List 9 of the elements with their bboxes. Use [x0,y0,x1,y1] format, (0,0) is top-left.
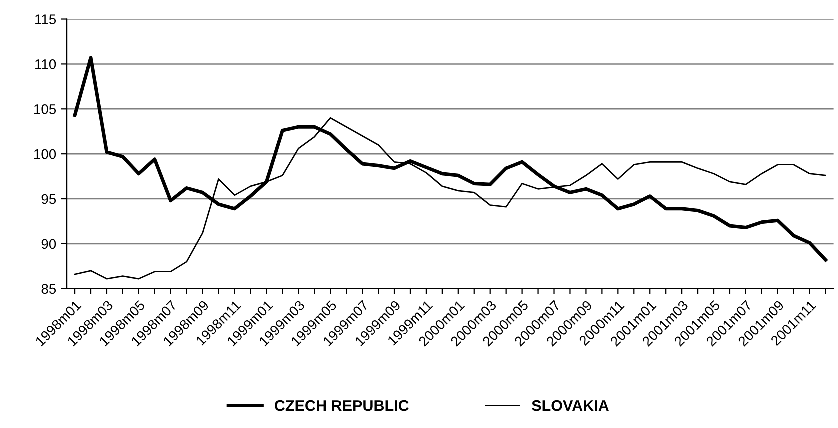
y-tick-label: 90 [42,239,56,250]
y-tick-label: 95 [42,194,56,204]
y-tick-label: 105 [34,104,56,114]
y-tick-label: 100 [34,149,56,160]
y-tick-label: 85 [42,284,56,294]
y-tick-label: 115 [36,14,56,24]
y-tick-label: 110 [36,60,56,70]
legend-label: CZECH REPUBLIC [275,400,409,412]
legend-label: SLOVAKIA [532,400,610,412]
